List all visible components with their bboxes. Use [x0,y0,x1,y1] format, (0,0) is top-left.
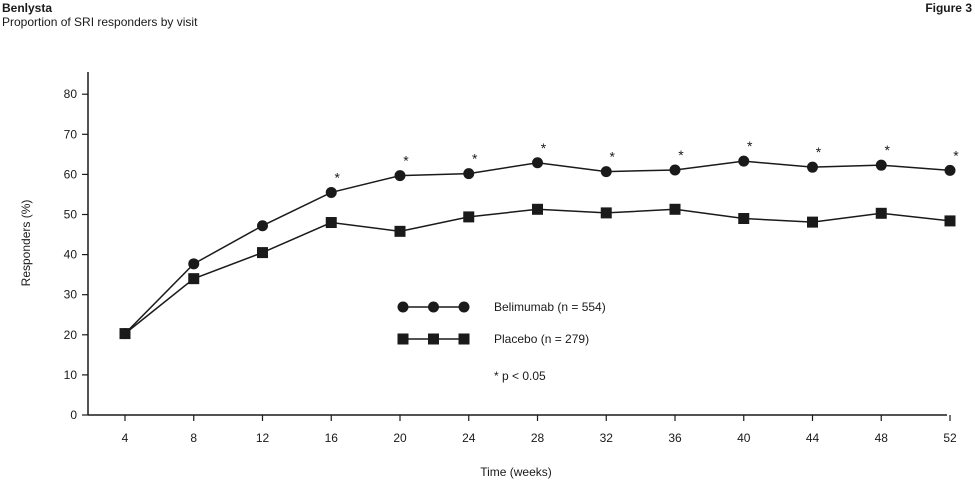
data-point-belimumab [738,155,750,167]
data-point-placebo [463,211,475,223]
y-tick-label: 30 [64,288,78,302]
data-point-belimumab [325,186,337,198]
y-axis-label: Responders (%) [19,200,33,287]
y-tick-label: 70 [64,127,78,141]
data-point-placebo [257,247,268,259]
y-tick-label: 40 [64,248,78,262]
data-point-placebo [875,207,887,219]
data-point-placebo [944,215,956,227]
data-point-placebo [325,217,337,229]
legend-marker-square [428,333,439,345]
data-point-placebo [600,207,612,219]
x-tick-label: 16 [325,431,339,445]
significance-note: * p < 0.05 [494,369,546,383]
significance-star: * [610,149,616,165]
y-tick-label: 80 [64,87,78,101]
data-point-belimumab [532,157,543,169]
y-tick-label: 10 [64,368,78,382]
x-axis-ticks: 4 8 12 16 20 24 28 32 36 40 44 48 52 [122,415,957,445]
data-point-placebo [532,203,543,215]
data-point-belimumab [463,168,475,180]
chart-subtitle: Proportion of SRI responders by visit [2,15,198,29]
x-tick-label: 48 [875,431,889,445]
data-point-belimumab [944,164,956,176]
significance-star: * [816,144,822,160]
y-tick-label: 50 [64,208,78,222]
significance-star: * [472,151,478,167]
data-point-belimumab [875,159,887,171]
data-point-placebo [807,216,818,228]
legend-marker-square [458,333,470,345]
significance-star: * [335,169,341,185]
x-tick-label: 20 [393,431,407,445]
legend-marker-circle [458,301,470,313]
legend-marker-circle [428,301,439,313]
data-point-belimumab [119,328,131,340]
data-point-placebo [669,203,681,215]
legend-marker-square [397,333,409,345]
x-tick-label: 36 [668,431,682,445]
y-axis-ticks: 0 10 20 30 40 50 60 70 80 [64,87,88,422]
y-tick-label: 20 [64,328,78,342]
legend-marker-circle [397,301,409,313]
data-point-belimumab [257,220,268,232]
legend-label-belimumab: Belimumab (n = 554) [494,300,606,314]
x-tick-label: 40 [737,431,751,445]
data-point-belimumab [807,161,818,173]
series-line-placebo [124,208,951,335]
legend: Belimumab (n = 554) Placebo (n = 279) * … [397,300,606,383]
data-point-belimumab [600,166,612,178]
y-tick-label: 60 [64,167,78,181]
significance-star: * [885,142,891,158]
significance-star: * [541,140,547,156]
significance-star: * [953,147,959,163]
x-axis-label: Time (weeks) [480,465,552,479]
significance-star: * [678,147,684,163]
significance-star: * [747,138,753,154]
x-tick-label: 44 [806,431,820,445]
series-layer: * * * * * * * * * * [119,138,959,340]
x-tick-label: 24 [462,431,476,445]
x-tick-label: 4 [122,431,129,445]
significance-star: * [403,153,409,169]
data-point-belimumab [394,170,406,182]
data-point-belimumab [188,258,200,270]
brand-title: Benlysta [2,1,53,15]
data-point-placebo [394,225,406,237]
data-point-belimumab [669,164,681,176]
x-tick-label: 32 [600,431,614,445]
figure-label: Figure 3 [925,1,972,15]
x-tick-label: 52 [943,431,957,445]
x-tick-label: 28 [531,431,545,445]
y-tick-label: 0 [70,408,77,422]
x-tick-label: 8 [190,431,197,445]
data-point-placebo [738,213,750,225]
chart-header: Benlysta Proportion of SRI responders by… [2,1,197,30]
legend-label-placebo: Placebo (n = 279) [494,332,589,346]
x-tick-label: 12 [256,431,270,445]
data-point-placebo [188,273,200,285]
